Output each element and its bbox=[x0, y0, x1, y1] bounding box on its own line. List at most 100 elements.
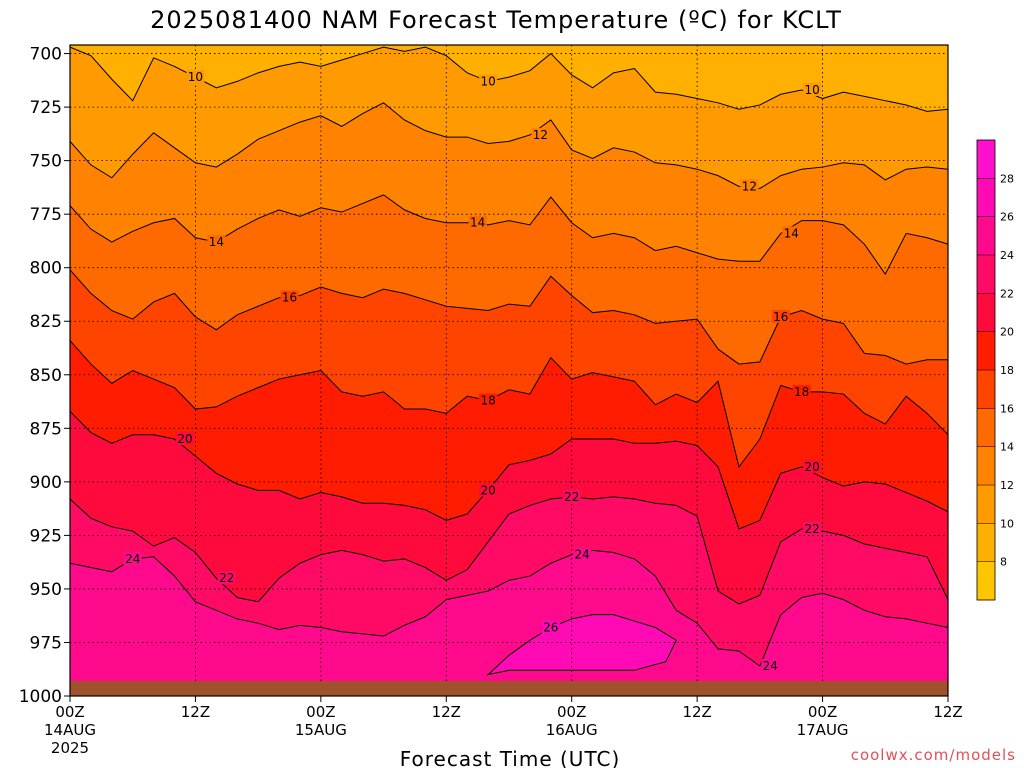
colorbar-bin bbox=[977, 216, 995, 256]
y-tick-label: 950 bbox=[30, 580, 62, 600]
y-tick-label: 975 bbox=[30, 633, 62, 653]
contour-label-bg bbox=[792, 384, 811, 398]
contour-label: 22 bbox=[219, 571, 234, 585]
ground-band bbox=[70, 681, 948, 696]
chart-title: 2025081400 NAM Forecast Temperature (ºC)… bbox=[150, 6, 842, 34]
contour-label: 18 bbox=[794, 385, 809, 399]
colorbar-bin bbox=[977, 408, 995, 448]
colorbar-label: 14 bbox=[1000, 441, 1014, 454]
colorbar-label: 26 bbox=[1000, 211, 1014, 224]
isotherm-16 bbox=[69, 269, 948, 365]
contour-label-bg bbox=[541, 620, 560, 634]
plot-frame bbox=[69, 44, 949, 697]
x-tick-label: 00Z bbox=[557, 703, 586, 721]
contour-label-bg bbox=[217, 571, 236, 585]
contour-label-bg bbox=[803, 459, 822, 473]
contour-label-bg bbox=[479, 483, 498, 497]
x-tick-date: 14AUG bbox=[44, 721, 96, 739]
contour-label-bg bbox=[186, 70, 205, 84]
contour-label: 24 bbox=[125, 552, 140, 566]
x-tick-date: 15AUG bbox=[295, 721, 347, 739]
y-tick-label: 825 bbox=[30, 312, 62, 332]
contour-label: 10 bbox=[188, 70, 203, 84]
x-tick-label: 00Z bbox=[306, 703, 335, 721]
ground-fill bbox=[70, 681, 948, 696]
x-tick-date: 17AUG bbox=[797, 721, 849, 739]
x-tick-label: 12Z bbox=[682, 703, 711, 721]
colorbar-bin bbox=[977, 255, 995, 294]
colorbar-bin bbox=[977, 178, 995, 218]
contour-label: 20 bbox=[480, 483, 495, 497]
contour-label: 22 bbox=[564, 490, 579, 504]
fill-band-24 bbox=[70, 550, 948, 696]
contour-label: 16 bbox=[773, 310, 788, 324]
source-credit: coolwx.com/models bbox=[851, 746, 1016, 764]
colorbar-bin bbox=[977, 523, 995, 563]
y-tick-label: 900 bbox=[30, 473, 62, 493]
isotherm-22 bbox=[69, 496, 949, 605]
contour-label: 10 bbox=[480, 74, 495, 88]
x-tick-year: 2025 bbox=[51, 739, 89, 757]
contour-label-bg bbox=[123, 551, 142, 565]
colorbar-bin bbox=[977, 370, 995, 409]
colorbar-label: 24 bbox=[1000, 249, 1014, 262]
contour-label: 14 bbox=[470, 216, 485, 230]
isotherm-24 bbox=[69, 549, 949, 667]
y-tick-label: 775 bbox=[30, 205, 62, 225]
contour-label: 24 bbox=[763, 659, 778, 673]
isotherm-20 bbox=[69, 410, 949, 530]
isotherm-10 bbox=[69, 46, 949, 112]
isotherm-12 bbox=[69, 102, 949, 189]
colorbar-label: 22 bbox=[1000, 287, 1014, 300]
contour-label-bg bbox=[207, 235, 226, 249]
contour-label: 18 bbox=[480, 393, 495, 407]
colorbar-bin bbox=[977, 140, 995, 179]
colorbar-label: 10 bbox=[1000, 517, 1014, 530]
contour-label-bg bbox=[479, 74, 498, 88]
contour-label-bg bbox=[479, 393, 498, 407]
colorbar-label: 20 bbox=[1000, 326, 1014, 339]
contour-label-bg bbox=[280, 290, 299, 304]
x-tick-label: 12Z bbox=[933, 703, 962, 721]
x-tick-label: 12Z bbox=[181, 703, 210, 721]
contour-label: 12 bbox=[533, 128, 548, 142]
colorbar-label: 16 bbox=[1000, 402, 1014, 415]
contour-label: 14 bbox=[209, 235, 224, 249]
contour-label-bg bbox=[761, 659, 780, 673]
contour-label: 12 bbox=[742, 179, 757, 193]
colorbar-bin bbox=[977, 331, 995, 371]
contour-label-bg bbox=[771, 309, 790, 323]
contour-label-bg bbox=[740, 179, 759, 193]
x-tick-date: 16AUG bbox=[546, 721, 598, 739]
colorbar-label: 18 bbox=[1000, 364, 1014, 377]
contour-label-bg bbox=[562, 489, 581, 503]
y-tick-label: 875 bbox=[30, 419, 62, 439]
colorbar-label: 8 bbox=[1000, 556, 1007, 569]
contour-label-bg bbox=[468, 215, 487, 229]
colorbar-bin bbox=[977, 446, 995, 486]
y-tick-label: 725 bbox=[30, 98, 62, 118]
contour-label: 26 bbox=[543, 620, 558, 634]
contour-label: 20 bbox=[177, 432, 192, 446]
y-tick-label: 800 bbox=[30, 259, 62, 279]
contour-label-bg bbox=[573, 547, 592, 561]
y-axis: 700 725 750 775 800 825 850 875 900 925 950 975 1000 bbox=[19, 45, 70, 707]
contour-label: 14 bbox=[784, 226, 799, 240]
colorbar-bin bbox=[977, 485, 995, 524]
x-axis-title: Forecast Time (UTC) bbox=[400, 747, 621, 768]
contour-label-bg bbox=[531, 127, 550, 141]
contour-label: 22 bbox=[804, 522, 819, 536]
fill-core-26 bbox=[488, 614, 677, 675]
contour-label: 16 bbox=[282, 291, 297, 305]
y-tick-label: 1000 bbox=[19, 687, 62, 707]
contour-label-bg bbox=[803, 521, 822, 535]
colorbar-bin bbox=[977, 293, 995, 333]
y-tick-label: 750 bbox=[30, 152, 62, 172]
x-tick-label: 00Z bbox=[55, 703, 84, 721]
colorbar: 8 10 12 14 16 18 20 22 24 26 28 bbox=[976, 139, 1014, 601]
x-tick-label: 12Z bbox=[432, 703, 461, 721]
contour-label: 20 bbox=[804, 460, 819, 474]
colorbar-bin bbox=[977, 561, 995, 601]
